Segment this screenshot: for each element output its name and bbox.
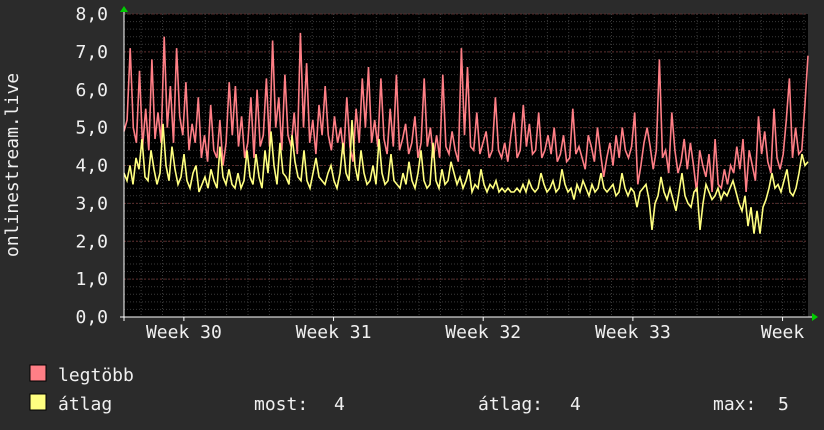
y-axis-label: onlinestream.live xyxy=(2,73,23,257)
x-tick-label: Week 30 xyxy=(146,322,222,343)
y-tick-label: 2,0 xyxy=(75,231,108,252)
x-axis-arrow-icon xyxy=(812,313,818,321)
y-tick-label: 8,0 xyxy=(75,4,108,25)
legend: legtöbb átlag most: 4 átlag: 4 max: 5 xyxy=(29,364,789,415)
series-line-legtobb xyxy=(123,32,809,193)
x-tick-labels: Week 30 Week 31 Week 32 Week 33 Week xyxy=(146,317,804,343)
stat-current-value: 4 xyxy=(334,394,345,415)
x-tick-label: Week 31 xyxy=(296,322,372,343)
stat-max-label: max: xyxy=(713,394,756,415)
y-tick-label: 6,0 xyxy=(75,80,108,101)
y-tick-label: 3,0 xyxy=(75,193,108,214)
y-tick-label: 1,0 xyxy=(75,269,108,290)
y-tick-labels: 0,0 1,0 2,0 3,0 4,0 5,0 6,0 7,0 8,0 xyxy=(75,4,108,328)
y-axis-arrow-icon xyxy=(120,6,128,12)
legend-label-atlag: átlag xyxy=(58,394,112,415)
series-line-atlag xyxy=(123,119,809,234)
stat-average-label: átlag: xyxy=(478,394,543,415)
legend-swatch-atlag xyxy=(29,393,47,411)
stat-average-value: 4 xyxy=(570,394,581,415)
y-tick-label: 0,0 xyxy=(75,307,108,328)
x-tick-label: Week 33 xyxy=(595,322,671,343)
x-tick-label: Week xyxy=(761,322,805,343)
stat-current-label: most: xyxy=(254,394,308,415)
y-tick-label: 5,0 xyxy=(75,118,108,139)
y-tick-label: 4,0 xyxy=(75,156,108,177)
x-grid xyxy=(140,14,805,317)
y-tick-label: 7,0 xyxy=(75,42,108,63)
legend-label-legtobb: legtöbb xyxy=(58,365,134,386)
stat-max-value: 5 xyxy=(778,394,789,415)
legend-swatch-legtobb xyxy=(29,364,47,382)
x-tick-label: Week 32 xyxy=(445,322,521,343)
